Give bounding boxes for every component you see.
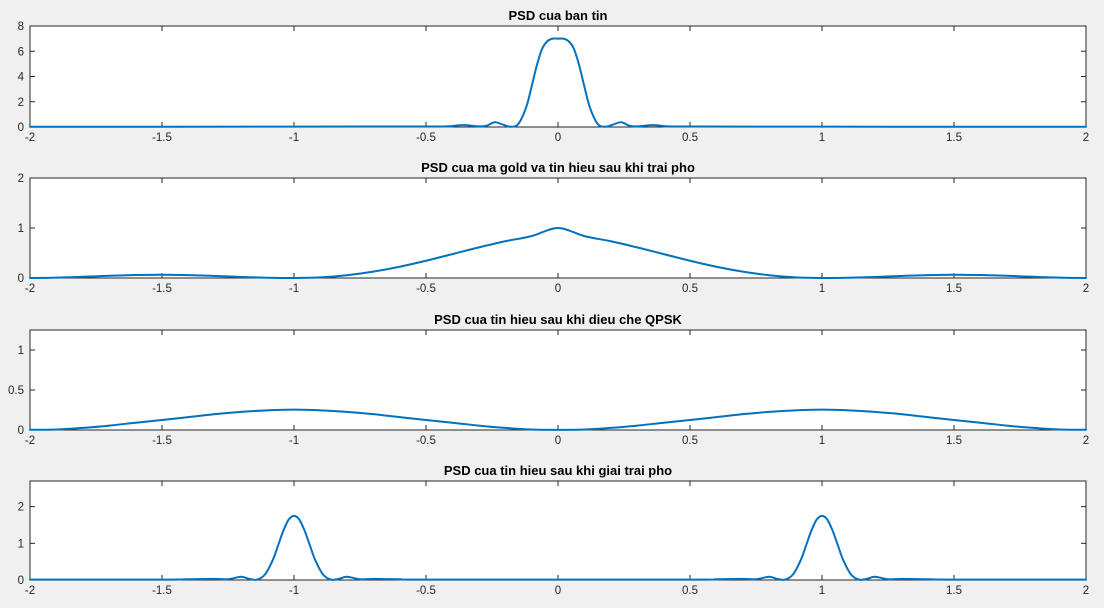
y-tick-label: 4 [18, 72, 25, 84]
x-tick-label: -1 [289, 435, 299, 447]
y-tick-label: 2 [18, 173, 24, 185]
x-tick-label: 0 [555, 283, 561, 295]
x-tick-label: 1.5 [946, 132, 962, 144]
x-tick-label: -2 [25, 283, 35, 295]
x-tick-label: -0.5 [416, 283, 436, 295]
subplot-2: PSD cua ma gold va tin hieu sau khi trai… [18, 160, 1090, 295]
x-tick-label: 0.5 [682, 132, 698, 144]
x-tick-label: -0.5 [416, 585, 436, 597]
x-tick-label: -1 [289, 283, 299, 295]
x-tick-label: -1.5 [152, 132, 172, 144]
x-tick-label: 2 [1083, 435, 1089, 447]
x-tick-label: 1 [819, 283, 825, 295]
subplot-title: PSD cua tin hieu sau khi dieu che QPSK [434, 312, 682, 327]
plot-area [30, 330, 1086, 430]
x-tick-label: 2 [1083, 585, 1089, 597]
subplot-4: PSD cua tin hieu sau khi giai trai pho -2… [18, 463, 1090, 597]
x-tick-label: 0.5 [682, 585, 698, 597]
x-tick-label: -2 [25, 585, 35, 597]
y-tick-label: 0 [18, 122, 24, 134]
subplot-title: PSD cua ban tin [509, 8, 608, 23]
subplot-title: PSD cua tin hieu sau khi giai trai pho [444, 463, 672, 478]
x-tick-label: 0 [555, 435, 561, 447]
x-tick-label: 0.5 [682, 283, 698, 295]
x-tick-label: 1.5 [946, 435, 962, 447]
x-tick-label: 1.5 [946, 585, 962, 597]
plot-area [30, 481, 1086, 580]
x-tick-label: 0 [555, 132, 561, 144]
x-tick-label: -1.5 [152, 585, 172, 597]
plot-area [30, 26, 1086, 127]
x-tick-label: 1 [819, 585, 825, 597]
x-tick-label: 1.5 [946, 283, 962, 295]
x-tick-label: 2 [1083, 132, 1089, 144]
x-tick-label: -0.5 [416, 132, 436, 144]
subplot-3: PSD cua tin hieu sau khi dieu che QPSK -2… [8, 312, 1089, 447]
x-tick-label: -1 [289, 585, 299, 597]
x-tick-label: -1.5 [152, 283, 172, 295]
y-tick-label: 8 [18, 21, 24, 33]
x-tick-label: 1 [819, 132, 825, 144]
y-tick-label: 1 [18, 345, 24, 357]
x-tick-label: -1 [289, 132, 299, 144]
x-tick-label: -2 [25, 435, 35, 447]
y-tick-label: 1 [18, 538, 24, 550]
y-tick-label: 2 [18, 502, 24, 514]
x-tick-label: 0.5 [682, 435, 698, 447]
x-tick-label: -1.5 [152, 435, 172, 447]
y-tick-label: 0 [18, 425, 24, 437]
x-tick-label: -2 [25, 132, 35, 144]
y-tick-label: 2 [18, 97, 24, 109]
y-tick-label: 0 [18, 273, 24, 285]
y-tick-label: 1 [18, 223, 24, 235]
x-tick-label: 1 [819, 435, 825, 447]
y-tick-label: 0.5 [8, 385, 24, 397]
y-tick-label: 0 [18, 575, 24, 587]
y-tick-label: 6 [18, 46, 24, 58]
x-tick-label: -0.5 [416, 435, 436, 447]
subplot-title: PSD cua ma gold va tin hieu sau khi trai… [421, 160, 695, 175]
subplot-1: PSD cua ban tin -2 -1.5 -1 -0.5 0 0.5 1 1.5 2 0 2 4 6… [18, 8, 1090, 144]
x-tick-label: 2 [1083, 283, 1089, 295]
x-tick-label: 0 [555, 585, 561, 597]
